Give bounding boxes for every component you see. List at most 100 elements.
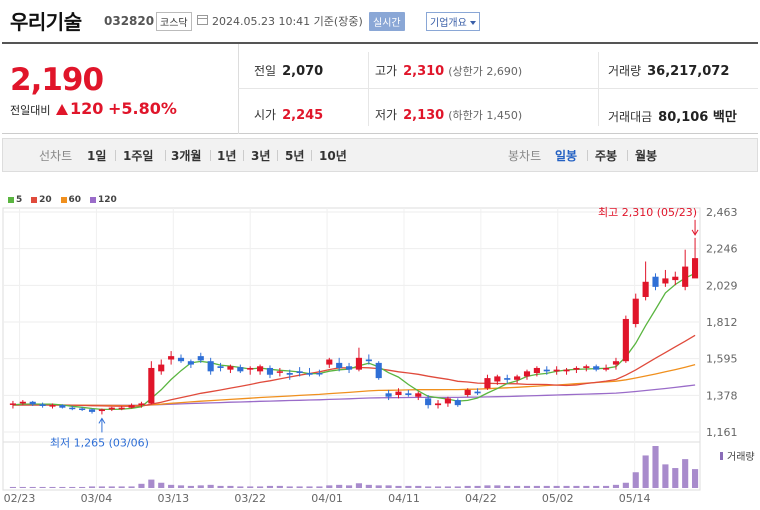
candle-monthly[interactable]: 월봉	[635, 149, 658, 163]
candle-daily[interactable]: 일봉	[555, 149, 578, 163]
period-separator	[627, 150, 628, 161]
open-price: 시가 2,245	[254, 106, 323, 123]
volume-bar	[345, 485, 353, 488]
legend-swatch	[60, 196, 67, 203]
volume-bar	[118, 486, 125, 488]
volume-bar	[652, 446, 659, 488]
candle-body	[533, 367, 540, 374]
volume-bar	[237, 486, 244, 488]
realtime-button[interactable]: 실시간	[369, 12, 405, 31]
ma60-line	[12, 363, 696, 407]
candle-body	[227, 366, 234, 370]
volume-bar	[563, 485, 570, 488]
prev-close-label: 전일	[254, 64, 277, 78]
upper-limit: (상한가 2,690)	[448, 65, 523, 78]
volume-bar	[177, 485, 185, 488]
candle-body	[197, 356, 204, 361]
candle-body	[662, 278, 669, 284]
candle-weekly[interactable]: 주봉	[595, 149, 618, 163]
candle-body	[484, 378, 491, 389]
period-1y[interactable]: 1년	[217, 149, 237, 163]
x-tick-label: 04/01	[311, 492, 343, 505]
period-5y[interactable]: 5년	[285, 149, 305, 163]
candle-body	[286, 373, 293, 375]
period-separator	[115, 150, 116, 161]
period-10y[interactable]: 10년	[319, 149, 347, 163]
summary-separator	[368, 52, 369, 126]
x-tick-label: 03/04	[81, 492, 113, 505]
high-annotation: 최고 2,310 (05/23)	[598, 206, 697, 219]
up-triangle-icon	[56, 104, 68, 115]
trade-amount: 거래대금 80,106 백만	[608, 106, 737, 125]
candle-body	[306, 373, 313, 375]
volume: 거래량 36,217,072	[608, 62, 729, 79]
volume-bar	[454, 486, 461, 488]
low-label: 저가	[375, 108, 398, 122]
volume-bar	[543, 485, 550, 488]
volume-bar	[9, 486, 17, 488]
period-1d[interactable]: 1일	[87, 149, 107, 163]
period-separator	[277, 150, 278, 161]
chevron-down-icon	[469, 21, 476, 25]
candle-body	[316, 373, 323, 375]
candle-body	[88, 409, 96, 412]
candle-body	[385, 393, 392, 397]
volume-bar	[662, 464, 669, 488]
candle-body	[603, 367, 610, 370]
company-overview-button[interactable]: 기업개요	[426, 12, 480, 31]
candle-body	[622, 318, 629, 362]
y-tick-label: 2,029	[706, 279, 738, 292]
volume-bar	[474, 485, 481, 488]
volume-bar	[632, 472, 639, 488]
volume-bar	[622, 482, 629, 488]
candle-body	[59, 405, 66, 408]
volume-bar	[691, 469, 699, 488]
volume-bar	[39, 486, 46, 488]
candle-body	[29, 401, 36, 405]
legend-ma5: 5	[8, 195, 22, 205]
y-tick-label: 2,463	[706, 206, 738, 219]
volume-bar	[197, 485, 204, 488]
x-tick-label: 02/23	[4, 492, 36, 505]
candle-body	[434, 403, 442, 406]
candle-body	[257, 366, 264, 372]
market-badge: 코스닥	[156, 12, 192, 31]
prev-diff-label: 전일대비	[10, 104, 51, 117]
period-1w[interactable]: 1주일	[123, 149, 154, 163]
amount-label: 거래대금	[608, 110, 653, 124]
period-separator	[311, 150, 312, 161]
summary-divider	[238, 88, 758, 89]
volume-bar	[128, 486, 135, 488]
candle-body	[128, 405, 135, 408]
prev-close-value: 2,070	[282, 64, 324, 79]
low-annotation: 최저 1,265 (03/06)	[50, 436, 149, 449]
legend-ma20: 20	[31, 195, 52, 205]
period-separator	[243, 150, 244, 161]
period-toolbar: 선차트 1일 1주일 3개월 1년 3년 5년 10년 봉차트 일봉 주봉 월봉	[2, 138, 758, 172]
company-overview-label: 기업개요	[430, 18, 467, 29]
volume-bar	[59, 486, 66, 488]
volume-bar	[395, 485, 402, 488]
period-3m[interactable]: 3개월	[171, 149, 202, 163]
candle-body	[98, 409, 105, 412]
change-value: 120	[70, 99, 104, 118]
volume-bar	[207, 484, 214, 488]
open-label: 시가	[254, 108, 277, 122]
candle-body	[69, 407, 76, 410]
candle-body	[504, 378, 511, 380]
volume-bar	[98, 486, 105, 488]
candle-body	[177, 357, 185, 362]
volume-bar	[642, 455, 649, 488]
volume-bar	[355, 483, 363, 488]
volume-bar	[336, 484, 343, 488]
legend-swatch	[31, 196, 38, 203]
period-separator	[210, 150, 211, 161]
volume-bar	[79, 486, 86, 488]
candle-body	[612, 361, 620, 365]
candle-body	[563, 369, 570, 372]
legend-label: 5	[16, 195, 23, 205]
period-3y[interactable]: 3년	[251, 149, 271, 163]
candle-body	[187, 361, 194, 365]
legend-ma60: 60	[60, 195, 81, 205]
